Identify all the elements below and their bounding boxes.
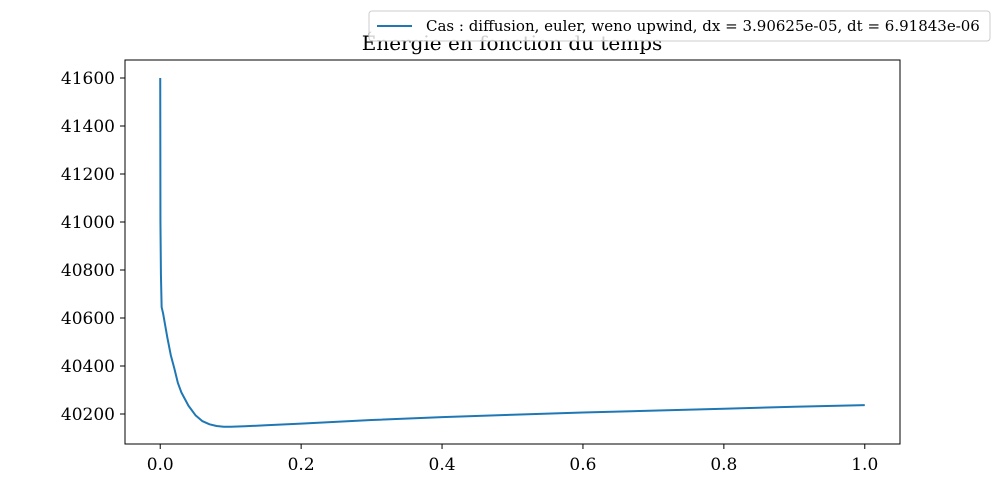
plot-area	[125, 60, 900, 444]
x-tick-label: 1.0	[851, 455, 878, 475]
y-axis: 40200 40400 40600 40800 41000 41200 41400 41600	[61, 69, 125, 425]
legend: Cas : diffusion, euler, weno upwind, dx …	[368, 10, 991, 42]
y-tick-label: 41200	[61, 165, 115, 185]
x-tick-label: 0.2	[288, 455, 315, 475]
y-tick-label: 40200	[61, 405, 115, 425]
x-tick-label: 0.8	[710, 455, 737, 475]
x-tick-label: 0.0	[147, 455, 174, 475]
x-tick-label: 0.4	[429, 455, 456, 475]
series-layer	[159, 77, 865, 428]
plot-frame	[124, 59, 901, 445]
y-tick-label: 41000	[61, 213, 115, 233]
series-line-0	[159, 77, 865, 428]
legend-label: Cas : diffusion, euler, weno upwind, dx …	[426, 17, 980, 35]
x-axis: 0.0 0.2 0.4 0.6 0.8 1.0	[147, 444, 878, 475]
x-tick-label: 0.6	[569, 455, 596, 475]
y-tick-label: 40800	[61, 261, 115, 281]
y-tick-label: 40600	[61, 309, 115, 329]
y-tick-label: 41400	[61, 117, 115, 137]
y-tick-label: 40400	[61, 357, 115, 377]
legend-box	[368, 10, 991, 42]
y-tick-label: 41600	[61, 69, 115, 89]
